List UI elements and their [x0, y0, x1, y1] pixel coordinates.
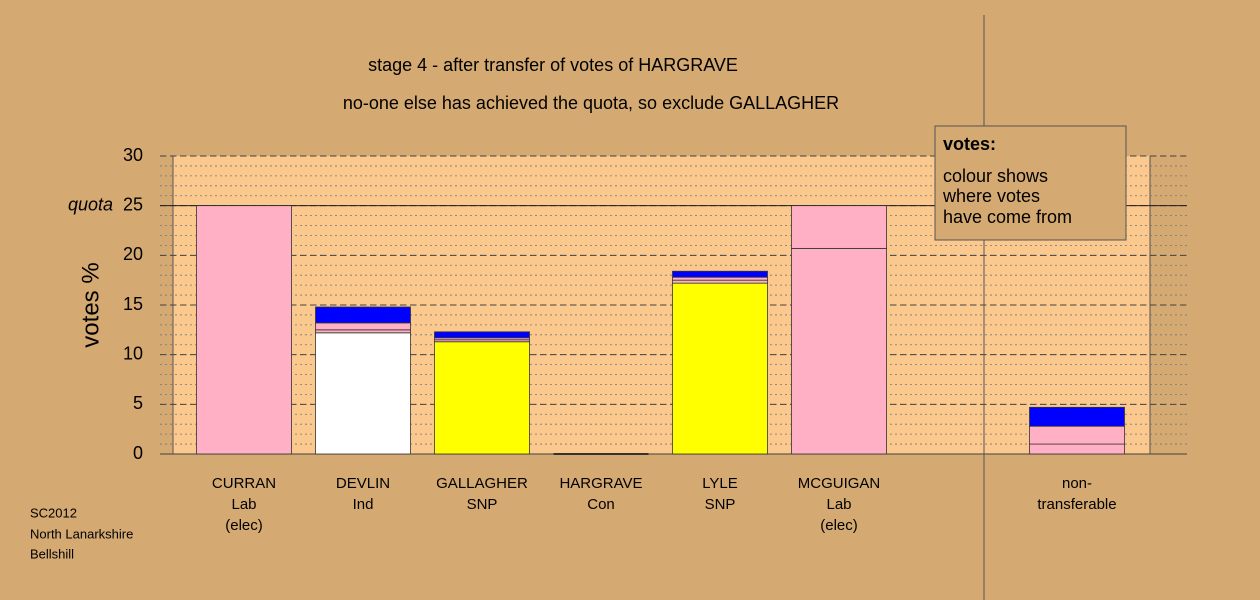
note-line: have come from: [943, 207, 1072, 227]
x-tick-label: SNP: [705, 496, 736, 513]
x-tick-label: MCGUIGAN: [798, 475, 881, 492]
bar-segment: [315, 329, 411, 334]
bar-segment: [791, 247, 887, 455]
bar-segment: [1029, 406, 1125, 427]
bar-segment: [315, 332, 411, 455]
x-tick-label: (elec): [820, 517, 858, 534]
y-tick-label: 10: [123, 343, 143, 363]
x-tick-label: GALLAGHER: [436, 475, 528, 492]
x-tick-label: Lab: [826, 496, 851, 513]
bar-segment: [434, 331, 530, 339]
footer-line: SC2012: [30, 505, 77, 520]
bar-segment: [672, 279, 768, 284]
y-tick-label: 15: [123, 294, 143, 314]
x-tick-label: DEVLIN: [336, 475, 390, 492]
chart-subtitle: no-one else has achieved the quota, so e…: [343, 93, 839, 113]
x-tick-label: CURRAN: [212, 475, 276, 492]
note-heading: votes:: [943, 134, 996, 154]
y-tick-label: 0: [133, 443, 143, 463]
x-tick-label: Ind: [353, 496, 374, 513]
note-box: [934, 125, 1127, 241]
bar-segment: [1029, 443, 1125, 455]
y-axis-label: votes %: [77, 262, 104, 347]
y-tick-label: 5: [133, 393, 143, 413]
x-tick-label: (elec): [225, 517, 263, 534]
bar-segment: [315, 322, 411, 331]
y-tick-label: 20: [123, 244, 143, 264]
bar-segment: [434, 341, 530, 455]
note-line: where votes: [942, 186, 1040, 206]
footer-line: North Lanarkshire: [30, 526, 133, 541]
bar-segment: [315, 306, 411, 324]
x-tick-label: SNP: [467, 496, 498, 513]
legend-note: votes: colour shows where votes have com…: [934, 125, 1127, 241]
x-tick-label: HARGRAVE: [559, 475, 642, 492]
bar-segment: [672, 276, 768, 281]
x-tick-label: Con: [587, 496, 615, 513]
x-tick-label: transferable: [1037, 496, 1116, 513]
y-tick-label: 30: [123, 145, 143, 165]
x-tick-label: Lab: [231, 496, 256, 513]
note-line: colour shows: [943, 166, 1048, 186]
x-tick-label: LYLE: [702, 475, 738, 492]
quota-label: quota: [68, 194, 113, 214]
bar-segment: [672, 282, 768, 455]
bar-segment: [1029, 425, 1125, 445]
chart-title: stage 4 - after transfer of votes of HAR…: [368, 55, 738, 75]
bar-segment: [196, 205, 292, 455]
bar-segment: [672, 270, 768, 278]
footer-line: Bellshill: [30, 546, 74, 561]
bar-segment: [791, 205, 887, 249]
y-tick-label: 25: [123, 194, 143, 214]
x-tick-label: non-: [1062, 475, 1092, 492]
